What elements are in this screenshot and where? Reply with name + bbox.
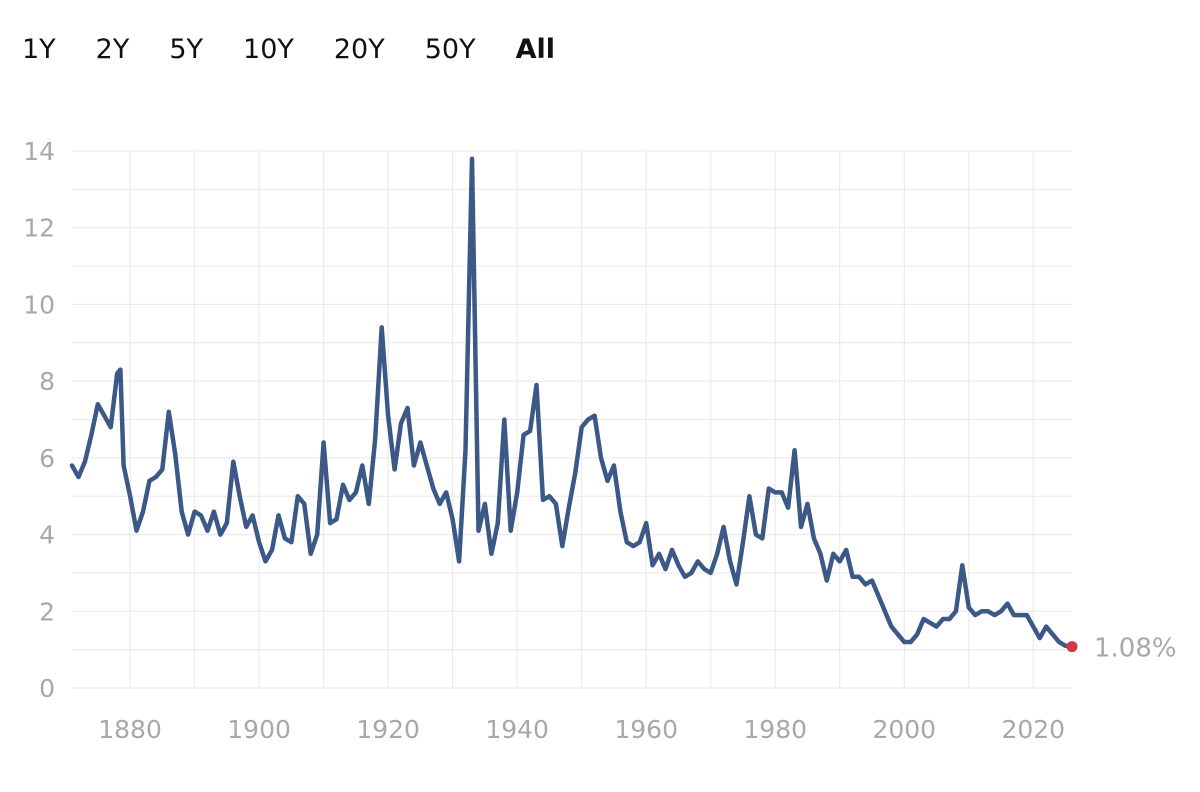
end-point-marker	[1066, 641, 1078, 653]
x-tick-label: 1940	[485, 715, 549, 744]
x-tick-label: 1980	[743, 715, 807, 744]
x-tick-label: 1920	[356, 715, 420, 744]
range-tab-50y[interactable]: 50Y	[424, 34, 476, 65]
y-tick-label: 4	[39, 521, 55, 550]
x-tick-label: 2020	[1001, 715, 1065, 744]
y-tick-label: 10	[23, 290, 55, 319]
x-tick-label: 1880	[98, 715, 162, 744]
range-tab-2y[interactable]: 2Y	[95, 34, 130, 65]
y-tick-label: 6	[39, 444, 55, 473]
range-tab-all[interactable]: All	[515, 34, 555, 65]
range-tab-5y[interactable]: 5Y	[169, 34, 204, 65]
range-tab-1y[interactable]: 1Y	[22, 34, 56, 65]
x-tick-label: 1900	[227, 715, 291, 744]
x-tick-label: 1960	[614, 715, 678, 744]
range-selector: 1Y 2Y 5Y 10Y 20Y 50Y All	[22, 28, 555, 72]
end-value-label: 1.08%	[1094, 634, 1177, 664]
range-tab-10y[interactable]: 10Y	[243, 34, 294, 65]
y-tick-label: 8	[39, 367, 55, 396]
y-tick-label: 14	[23, 137, 55, 166]
y-tick-label: 0	[39, 674, 55, 703]
x-tick-label: 2000	[872, 715, 936, 744]
y-tick-label: 12	[23, 214, 55, 243]
y-tick-label: 2	[39, 597, 55, 626]
range-tab-20y[interactable]: 20Y	[333, 34, 385, 65]
series-line	[69, 156, 1075, 649]
